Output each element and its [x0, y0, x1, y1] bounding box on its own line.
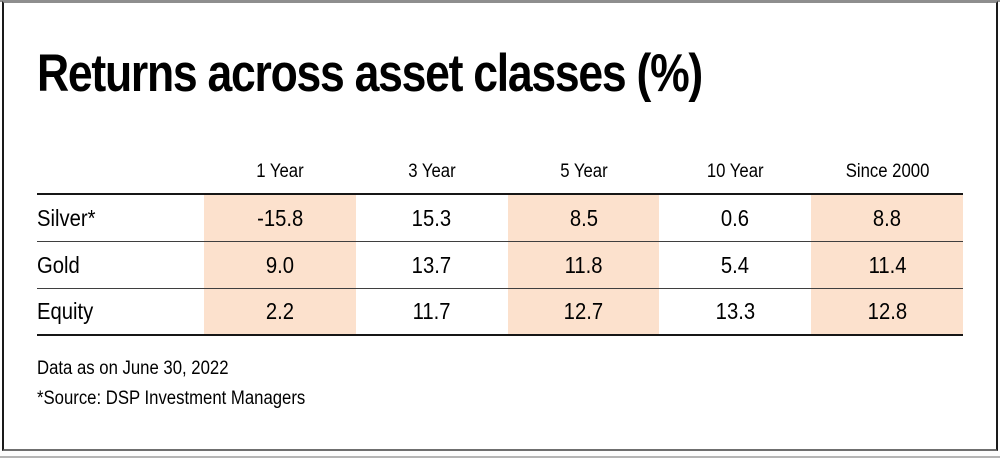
row-label-cell: Equity [37, 289, 204, 336]
value-cell: 11.8 [507, 242, 660, 289]
cell-value: 11.7 [412, 298, 451, 324]
header-cell-since-2000: Since 2000 [811, 151, 963, 195]
value-cell: -15.8 [204, 195, 356, 242]
value-cell: 9.0 [204, 242, 356, 289]
value-cell: 8.5 [507, 195, 660, 242]
bottom-edge-line [0, 456, 1000, 458]
page-title: Returns across asset classes (%) [37, 44, 703, 103]
header-cell-empty [37, 151, 204, 195]
footnote-text: Data as on June 30, 2022 [37, 358, 229, 379]
table-row-gold: Gold 9.0 13.7 11.8 5.4 11.4 [37, 242, 963, 289]
row-label-cell: Silver* [37, 195, 204, 242]
value-cell: 0.6 [659, 195, 812, 242]
row-label: Silver* [37, 204, 96, 231]
header-label: 1 Year [256, 161, 304, 182]
value-cell: 11.7 [355, 289, 508, 336]
cell-value: 2.2 [265, 298, 294, 324]
value-cell: 2.2 [204, 289, 356, 336]
cell-value: 11.4 [868, 251, 907, 278]
returns-card: Returns across asset classes (%) 1 Year … [2, 1, 998, 451]
header-label: 5 Year [559, 161, 608, 182]
header-label: 3 Year [407, 161, 456, 182]
cell-value: 0.6 [721, 204, 750, 231]
header-label: Since 2000 [845, 161, 929, 182]
cell-value: 8.8 [873, 204, 902, 231]
value-cell: 11.4 [811, 242, 963, 289]
cell-value: 12.8 [867, 298, 907, 324]
value-cell: 12.8 [811, 289, 963, 336]
row-label-cell: Gold [37, 242, 204, 289]
table-header-row: 1 Year 3 Year 5 Year 10 Year Since 2000 [37, 151, 963, 195]
returns-table: 1 Year 3 Year 5 Year 10 Year Since 2000 … [37, 151, 963, 336]
row-label: Equity [37, 298, 94, 324]
table-row-equity: Equity 2.2 11.7 12.7 13.3 12.8 [37, 289, 963, 336]
header-cell-1-year: 1 Year [204, 151, 356, 195]
cell-value: 13.3 [715, 298, 755, 324]
header-cell-3-year: 3 Year [355, 151, 508, 195]
value-cell: 8.8 [811, 195, 963, 242]
footnote-source: *Source: DSP Investment Managers [37, 384, 342, 414]
cell-value: 12.7 [563, 298, 604, 324]
cell-value: 13.7 [411, 251, 452, 278]
cell-value: 11.8 [564, 251, 603, 278]
value-cell: 15.3 [355, 195, 508, 242]
cell-value: 9.0 [265, 251, 294, 278]
cell-value: -15.8 [256, 204, 303, 231]
footnote-text: *Source: DSP Investment Managers [37, 388, 306, 409]
cell-value: 15.3 [411, 204, 452, 231]
row-label: Gold [37, 251, 80, 278]
cell-value: 8.5 [569, 204, 598, 231]
cell-value: 5.4 [721, 251, 750, 278]
value-cell: 12.7 [507, 289, 660, 336]
header-cell-10-year: 10 Year [659, 151, 812, 195]
table-row-silver: Silver* -15.8 15.3 8.5 0.6 8.8 [37, 195, 963, 242]
header-label: 10 Year [706, 161, 764, 182]
footnotes: Data as on June 30, 2022 *Source: DSP In… [37, 354, 342, 414]
footnote-data-date: Data as on June 30, 2022 [37, 354, 342, 384]
value-cell: 5.4 [659, 242, 812, 289]
value-cell: 13.3 [659, 289, 812, 336]
header-cell-5-year: 5 Year [507, 151, 660, 195]
value-cell: 13.7 [355, 242, 508, 289]
